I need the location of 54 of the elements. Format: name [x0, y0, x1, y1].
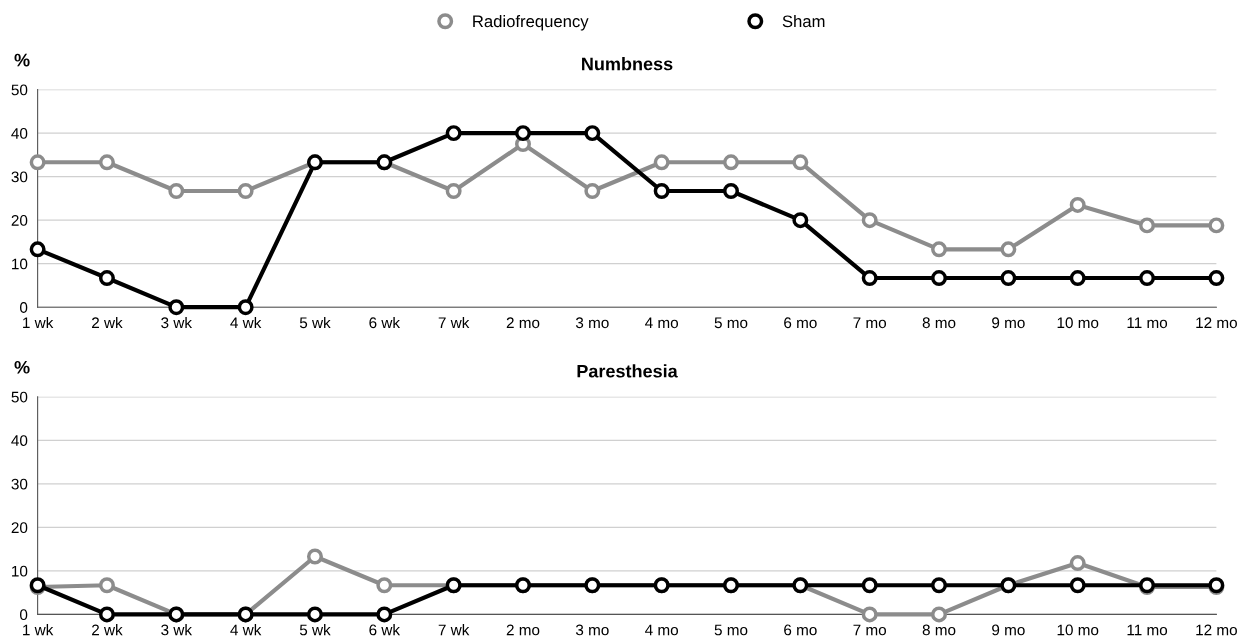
- x-tick-label: 12 mo: [1196, 317, 1237, 329]
- x-tick-label: 6 wk: [369, 316, 401, 329]
- x-tick-label: 3 wk: [161, 624, 193, 636]
- y-axis-title: %: [14, 360, 30, 374]
- x-tick-label: 5 mo: [714, 317, 748, 329]
- x-tick-label: 11 mo: [1127, 624, 1168, 636]
- x-tick-label: 3 wk: [161, 316, 193, 329]
- x-tick-label: 2 wk: [92, 316, 123, 328]
- x-tick-label: 7 mo: [853, 317, 887, 329]
- x-tick-label: 4 mo: [645, 317, 679, 329]
- x-tick-label: 10 mo: [1057, 624, 1099, 636]
- x-tick-label: 12 mo: [1196, 624, 1237, 636]
- y-tick-label: 0: [20, 609, 28, 621]
- x-tick-label: 1 wk: [23, 624, 54, 636]
- y-tick-label: 0: [20, 302, 28, 313]
- x-tick-label: 8 mo: [922, 317, 956, 329]
- x-tick-label: 5 wk: [299, 316, 331, 329]
- x-tick-label: 2 mo: [506, 317, 540, 329]
- x-tick-label: 7 mo: [853, 624, 887, 636]
- y-tick-label: 50: [11, 84, 28, 96]
- x-tick-label: 11 mo: [1127, 317, 1168, 329]
- x-tick-label: 9 mo: [992, 624, 1025, 636]
- x-tick-label: 4 wk: [230, 624, 262, 636]
- x-tick-label: 2 mo: [506, 624, 540, 636]
- x-tick-label: 3 mo: [575, 317, 609, 329]
- y-tick-label: 40: [11, 127, 28, 139]
- x-tick-label: 5 wk: [299, 624, 331, 636]
- x-tick-label: 2 wk: [92, 624, 123, 636]
- legend-label: Radiofrequency: [473, 15, 589, 31]
- y-tick-label: 10: [12, 258, 28, 270]
- chart-title: Numbness: [582, 57, 673, 71]
- x-tick-label: 4 mo: [645, 624, 679, 636]
- y-tick-label: 20: [11, 522, 28, 534]
- y-tick-label: 40: [11, 435, 28, 447]
- x-tick-label: 6 mo: [784, 624, 817, 636]
- x-tick-label: 1 wk: [23, 316, 54, 328]
- y-tick-label: 30: [11, 171, 28, 183]
- x-tick-label: 10 mo: [1057, 317, 1099, 329]
- x-tick-label: 3 mo: [575, 624, 609, 636]
- y-axis-title: %: [14, 53, 30, 67]
- x-tick-label: 7 wk: [438, 316, 470, 328]
- x-tick-label: 5 mo: [714, 624, 748, 636]
- chart-title: Paresthesia: [577, 364, 678, 378]
- x-tick-label: 6 mo: [784, 317, 817, 329]
- legend-label: Sham: [782, 15, 825, 28]
- x-tick-label: 8 mo: [922, 624, 956, 636]
- x-tick-label: 7 wk: [438, 624, 470, 636]
- y-tick-label: 50: [11, 391, 28, 403]
- x-tick-label: 4 wk: [230, 316, 262, 328]
- y-tick-label: 30: [11, 478, 28, 490]
- x-tick-label: 6 wk: [369, 624, 401, 636]
- y-tick-label: 20: [11, 215, 28, 226]
- y-tick-label: 10: [12, 565, 28, 577]
- x-tick-label: 9 mo: [992, 317, 1025, 329]
